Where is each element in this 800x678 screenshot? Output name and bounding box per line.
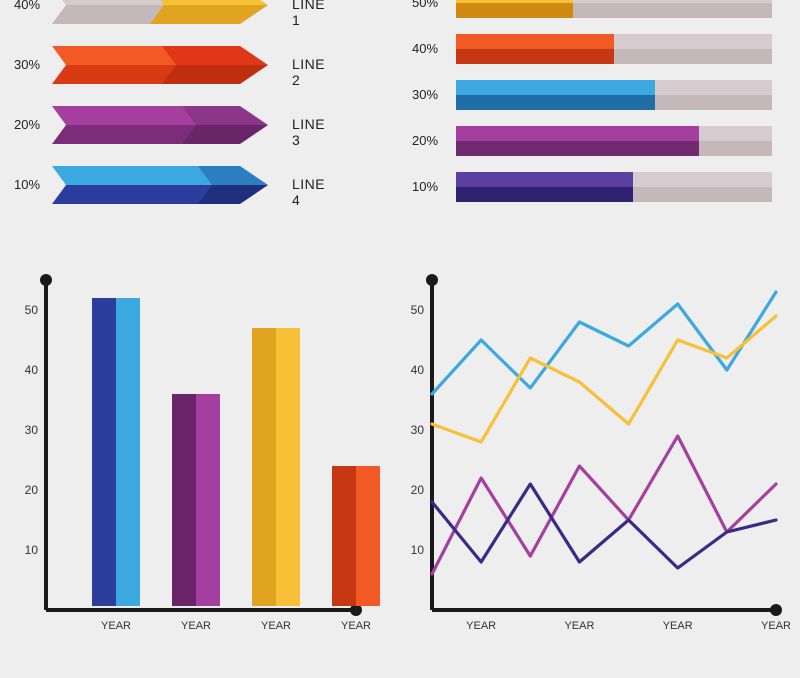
- column-bar: [356, 466, 380, 606]
- column-bar: [332, 466, 356, 606]
- y-tick-label: 10: [14, 543, 38, 557]
- y-tick-label: 50: [14, 303, 38, 317]
- column-bar: [252, 328, 276, 606]
- hbar-percent-label: 30%: [412, 87, 438, 102]
- arrow-line-label: LINE 1: [292, 0, 325, 28]
- hbar-fill: [456, 141, 699, 156]
- x-tick-label: YEAR: [457, 620, 505, 632]
- hbar-fill: [456, 80, 655, 95]
- arrow-bar: [0, 0, 270, 24]
- line-series: [432, 436, 776, 574]
- hbar-fill: [456, 187, 633, 202]
- hbar-percent-label: 40%: [412, 41, 438, 56]
- hbar-fill: [456, 49, 614, 64]
- hbar-fill: [456, 3, 573, 18]
- arrow-bar: [0, 106, 270, 144]
- x-axis: [432, 608, 776, 612]
- x-tick-label: YEAR: [86, 620, 146, 632]
- hbar-percent-label: 50%: [412, 0, 438, 10]
- x-tick-label: YEAR: [555, 620, 603, 632]
- arrow-line-label: LINE 4: [292, 176, 325, 208]
- hbar-fill: [456, 34, 614, 49]
- y-tick-label: 20: [400, 483, 424, 497]
- line-series: [432, 484, 776, 568]
- y-axis: [430, 280, 434, 610]
- hbar-fill: [456, 95, 655, 110]
- arrow-bar: [0, 46, 270, 84]
- column-bar: [196, 394, 220, 606]
- x-tick-label: YEAR: [166, 620, 226, 632]
- x-tick-label: YEAR: [246, 620, 306, 632]
- line-series: [432, 316, 776, 442]
- hbar-fill: [456, 126, 699, 141]
- y-tick-label: 10: [400, 543, 424, 557]
- x-axis: [46, 608, 356, 612]
- arrow-line-label: LINE 3: [292, 116, 325, 148]
- hbar-fill: [456, 172, 633, 187]
- x-tick-label: YEAR: [654, 620, 702, 632]
- y-tick-label: 40: [400, 363, 424, 377]
- column-bar: [92, 298, 116, 606]
- column-bar: [172, 394, 196, 606]
- hbar-percent-label: 10%: [412, 179, 438, 194]
- arrow-line-label: LINE 2: [292, 56, 325, 88]
- y-tick-label: 50: [400, 303, 424, 317]
- column-bar: [276, 328, 300, 606]
- arrow-bar: [0, 166, 270, 204]
- y-tick-label: 20: [14, 483, 38, 497]
- y-tick-label: 30: [14, 423, 38, 437]
- y-axis: [44, 280, 48, 610]
- axis-dot: [770, 604, 782, 616]
- y-tick-label: 40: [14, 363, 38, 377]
- axis-dot: [426, 274, 438, 286]
- line-series: [432, 292, 776, 394]
- axis-dot: [40, 274, 52, 286]
- column-bar: [116, 298, 140, 606]
- x-tick-label: YEAR: [326, 620, 386, 632]
- y-tick-label: 30: [400, 423, 424, 437]
- x-tick-label: YEAR: [752, 620, 800, 632]
- hbar-percent-label: 20%: [412, 133, 438, 148]
